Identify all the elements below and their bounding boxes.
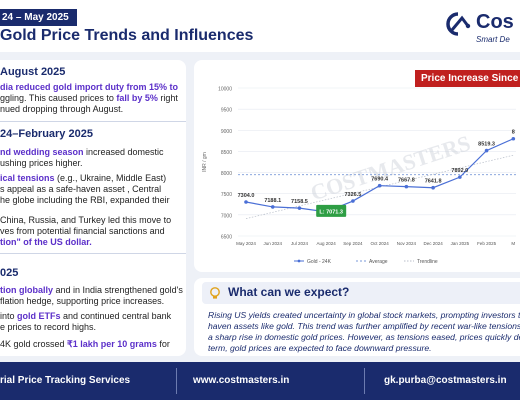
text-line: e prices to record highs. (0, 322, 97, 332)
y-axis-label: INR / gm (202, 152, 208, 172)
text-line: ushing prices higher. (0, 158, 83, 168)
outlook-text-line: haven assets like gold. This trend was f… (208, 321, 520, 331)
text-line: tion globally and in India strengthened … (0, 285, 183, 295)
footer: rial Price Tracking Services www.costmas… (0, 362, 520, 400)
outlook-text-line: Rising US yields created uncertainty in … (208, 310, 520, 320)
timeline-panel: August 2025 dia reduced gold import duty… (0, 60, 186, 356)
data-label: 7667.8 (398, 178, 415, 184)
data-label: 7326.5 (345, 192, 362, 198)
y-tick-label: 7000 (221, 213, 232, 219)
data-label: 7158.5 (291, 199, 308, 205)
data-point (351, 199, 355, 203)
date-range-badge: 24 – May 2025 (0, 9, 77, 26)
x-tick-label: Jun 2024 (263, 241, 282, 246)
y-tick-label: 8000 (221, 171, 232, 177)
data-point (511, 136, 516, 141)
text-line: flation hedge, supporting price increase… (0, 296, 165, 306)
price-increase-badge: Price Increase Since La (415, 70, 520, 87)
text-line: dia reduced gold import duty from 15% to (0, 82, 179, 92)
data-point (244, 200, 248, 204)
x-tick-label: Jan 2025 (451, 241, 470, 246)
text-line: ves from potential financial sanctions a… (0, 226, 165, 236)
price-line-chart: 6500 7000 7500 8000 8500 9000 9500 10000 INR / g… (202, 87, 516, 265)
x-tick-label: M (511, 241, 515, 246)
data-point (297, 206, 302, 210)
data-label: 7304.0 (238, 193, 255, 199)
data-label: 7188.1 (264, 198, 281, 204)
x-tick-label: Sep 2024 (343, 241, 363, 246)
legend-label: Trendline (417, 259, 438, 265)
text-line: into gold ETFs and continued central ban… (0, 311, 172, 321)
lightbulb-icon (210, 287, 220, 299)
x-tick-label: Feb 2025 (477, 241, 497, 246)
page-title: Gold Price Trends and Influences (0, 27, 254, 44)
costmasters-logo: Cos Smart De (444, 10, 520, 46)
data-label: 8 (512, 130, 515, 136)
data-point (377, 183, 382, 188)
x-tick-label: Nov 2024 (397, 241, 417, 246)
y-tick-label: 6500 (221, 235, 232, 241)
y-tick-label: 9500 (221, 108, 232, 114)
legend-swatch-marker (297, 259, 301, 263)
data-point (404, 184, 409, 189)
y-tick-label: 9000 (221, 129, 232, 135)
data-label: 7892.0 (451, 168, 468, 174)
legend-label: Average (369, 259, 388, 265)
section-heading-2025: 025 (0, 267, 19, 279)
text-line: tion" of the US dollar. (0, 237, 92, 247)
text-line: ggling. This caused prices to fall by 5%… (0, 93, 178, 103)
x-tick-label: Oct 2024 (371, 241, 390, 246)
outlook-text-line: term, gold prices are expected to face d… (208, 343, 432, 353)
text-line: he globe including the RBI, expanded the… (0, 195, 170, 205)
section-heading-aug-2025: August 2025 (0, 66, 66, 78)
watermark: COSTMASTERS (307, 130, 473, 205)
header: 24 – May 2025 Gold Price Trends and Infl… (0, 0, 520, 52)
low-point-highlight (316, 204, 347, 217)
footer-email-link[interactable]: gk.purba@costmasters.in (384, 375, 507, 386)
x-tick-label: Dec 2024 (423, 241, 443, 246)
logo-text: Cos (476, 11, 514, 33)
data-point (484, 148, 489, 153)
text-line: 4K gold crossed ₹1 lakh per 10 grams for (0, 339, 170, 349)
outlook-text-line: a sharp rise in domestic gold prices. Ho… (208, 332, 520, 342)
footer-tagline: rial Price Tracking Services (0, 375, 131, 386)
data-point (431, 185, 435, 190)
x-tick-label: Aug 2024 (317, 241, 337, 246)
logo-mark-icon (446, 12, 471, 36)
outlook-header: What can we expect? (202, 282, 520, 304)
outlook-title: What can we expect? (228, 285, 350, 299)
data-label: 7641.8 (425, 179, 442, 185)
text-line: China, Russia, and Turkey led this move … (0, 215, 172, 225)
y-tick-label: 8500 (221, 150, 232, 156)
text-line: nd wedding season increased domestic (0, 147, 164, 157)
footer-website-link[interactable]: www.costmasters.in (193, 375, 290, 386)
footer-divider (176, 368, 177, 394)
x-tick-label: May 2024 (236, 241, 256, 246)
text-line: ical tensions (e.g., Ukraine, Middle Eas… (0, 173, 167, 183)
data-label: 8519.3 (478, 142, 495, 148)
logo-tagline: Smart De (476, 35, 510, 44)
section-heading-2024-2025: 24–February 2025 (0, 128, 93, 140)
data-label: L: 7071.3 (319, 209, 343, 215)
legend-label: Gold - 24K (307, 259, 332, 265)
price-chart-panel: 6500 7000 7500 8000 8500 9000 9500 10000 INR / g… (194, 60, 520, 272)
divider (0, 253, 186, 254)
text-line: s appeal as a safe-haven asset , Central (0, 184, 162, 194)
data-label: 7690.4 (371, 177, 389, 183)
footer-divider (364, 368, 365, 394)
y-tick-label: 10000 (218, 87, 232, 93)
y-tick-label: 7500 (221, 192, 232, 198)
x-tick-label: Jul 2024 (291, 241, 309, 246)
outlook-panel: What can we expect? Rising US yields cre… (194, 278, 520, 356)
data-point (458, 175, 462, 179)
data-point (270, 205, 275, 209)
text-line: nued dropping through August. (0, 104, 124, 114)
divider (0, 121, 186, 122)
